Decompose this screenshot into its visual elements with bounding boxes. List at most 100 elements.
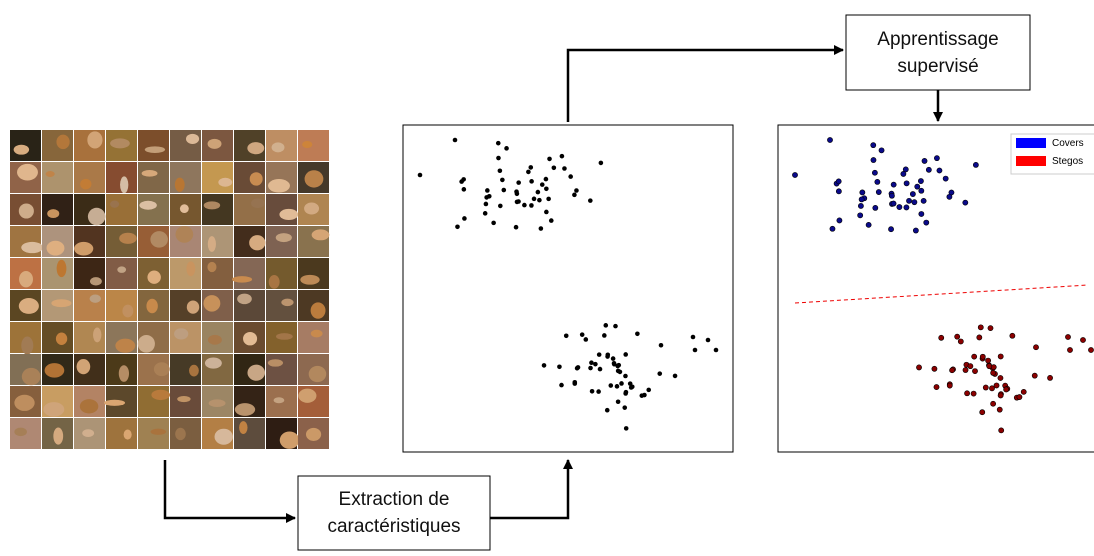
point [622, 405, 628, 410]
point [990, 400, 997, 407]
arrow [163, 460, 296, 523]
point [615, 399, 621, 405]
point [985, 357, 992, 364]
photo-detail [115, 338, 136, 353]
point [623, 426, 629, 431]
photo-tile [106, 258, 137, 289]
point [931, 365, 938, 372]
point [982, 384, 989, 391]
photo-detail [79, 399, 99, 414]
legend-label: Stegos [1052, 156, 1083, 167]
photo-detail [311, 229, 330, 241]
point [900, 171, 907, 177]
photo-detail [21, 367, 41, 386]
point [496, 155, 501, 161]
point [918, 178, 924, 184]
point [522, 202, 527, 208]
photo-detail [53, 427, 64, 445]
point [635, 331, 640, 337]
photo-detail [120, 176, 129, 194]
point [972, 368, 978, 375]
photo-tile [266, 354, 297, 385]
photo-detail [281, 298, 294, 307]
point [1065, 334, 1071, 340]
photo-detail [279, 208, 299, 221]
photo-detail [119, 232, 137, 244]
point [836, 217, 843, 224]
photo-detail [21, 241, 44, 254]
point [568, 174, 573, 179]
point [500, 177, 505, 183]
point [504, 146, 509, 151]
photo-detail [110, 138, 130, 149]
photo-detail [298, 388, 317, 403]
photo-tile [202, 226, 233, 257]
point [514, 191, 520, 197]
photo-tile [202, 194, 233, 225]
point [541, 363, 547, 368]
point [483, 201, 489, 207]
photo-detail [56, 259, 67, 278]
photo-detail [104, 399, 126, 406]
point [485, 188, 490, 193]
point [1009, 332, 1016, 339]
photo-detail [74, 241, 94, 256]
photo-detail [279, 431, 300, 449]
photo-detail [43, 402, 65, 417]
point [871, 169, 878, 176]
photo-detail [56, 134, 70, 150]
photo-detail [304, 170, 324, 188]
point [918, 187, 925, 194]
point [946, 382, 953, 389]
photo-detail [300, 274, 320, 285]
photo-detail [87, 131, 103, 149]
point [559, 153, 565, 159]
point [623, 352, 628, 357]
photo-detail [247, 142, 265, 155]
photo-detail [110, 200, 120, 208]
photo-detail [234, 403, 256, 416]
point [835, 178, 842, 185]
photo-detail [46, 240, 65, 256]
point [596, 352, 602, 357]
point [417, 172, 423, 178]
photo-tile [42, 258, 73, 289]
photo-detail [174, 328, 189, 340]
point [544, 209, 549, 215]
point [896, 204, 903, 210]
point [713, 347, 719, 353]
point [516, 199, 521, 204]
photo-tile [298, 258, 329, 289]
point [596, 389, 601, 394]
photo-detail [310, 329, 323, 338]
legend: Covers Stegos [1010, 133, 1094, 175]
point [936, 167, 943, 174]
point [889, 192, 895, 199]
point [604, 407, 610, 413]
photo-detail [273, 397, 285, 404]
photo-tile [266, 290, 297, 321]
photo-detail [80, 178, 92, 190]
point [906, 197, 912, 204]
point [979, 353, 986, 360]
photo-detail [189, 364, 199, 377]
point [461, 177, 466, 182]
point [933, 384, 940, 390]
photo-tile [202, 162, 233, 193]
point [452, 137, 458, 143]
point [878, 147, 885, 154]
photo-detail [14, 394, 35, 411]
photo-detail [302, 141, 313, 148]
point [572, 192, 577, 198]
photo-detail [185, 133, 200, 144]
point [1088, 347, 1094, 353]
point [546, 196, 551, 202]
feature-points [417, 137, 719, 431]
point [557, 364, 562, 370]
point [623, 373, 628, 379]
point [977, 324, 984, 331]
photo-detail [207, 261, 217, 273]
point [705, 337, 711, 343]
point [588, 198, 593, 203]
